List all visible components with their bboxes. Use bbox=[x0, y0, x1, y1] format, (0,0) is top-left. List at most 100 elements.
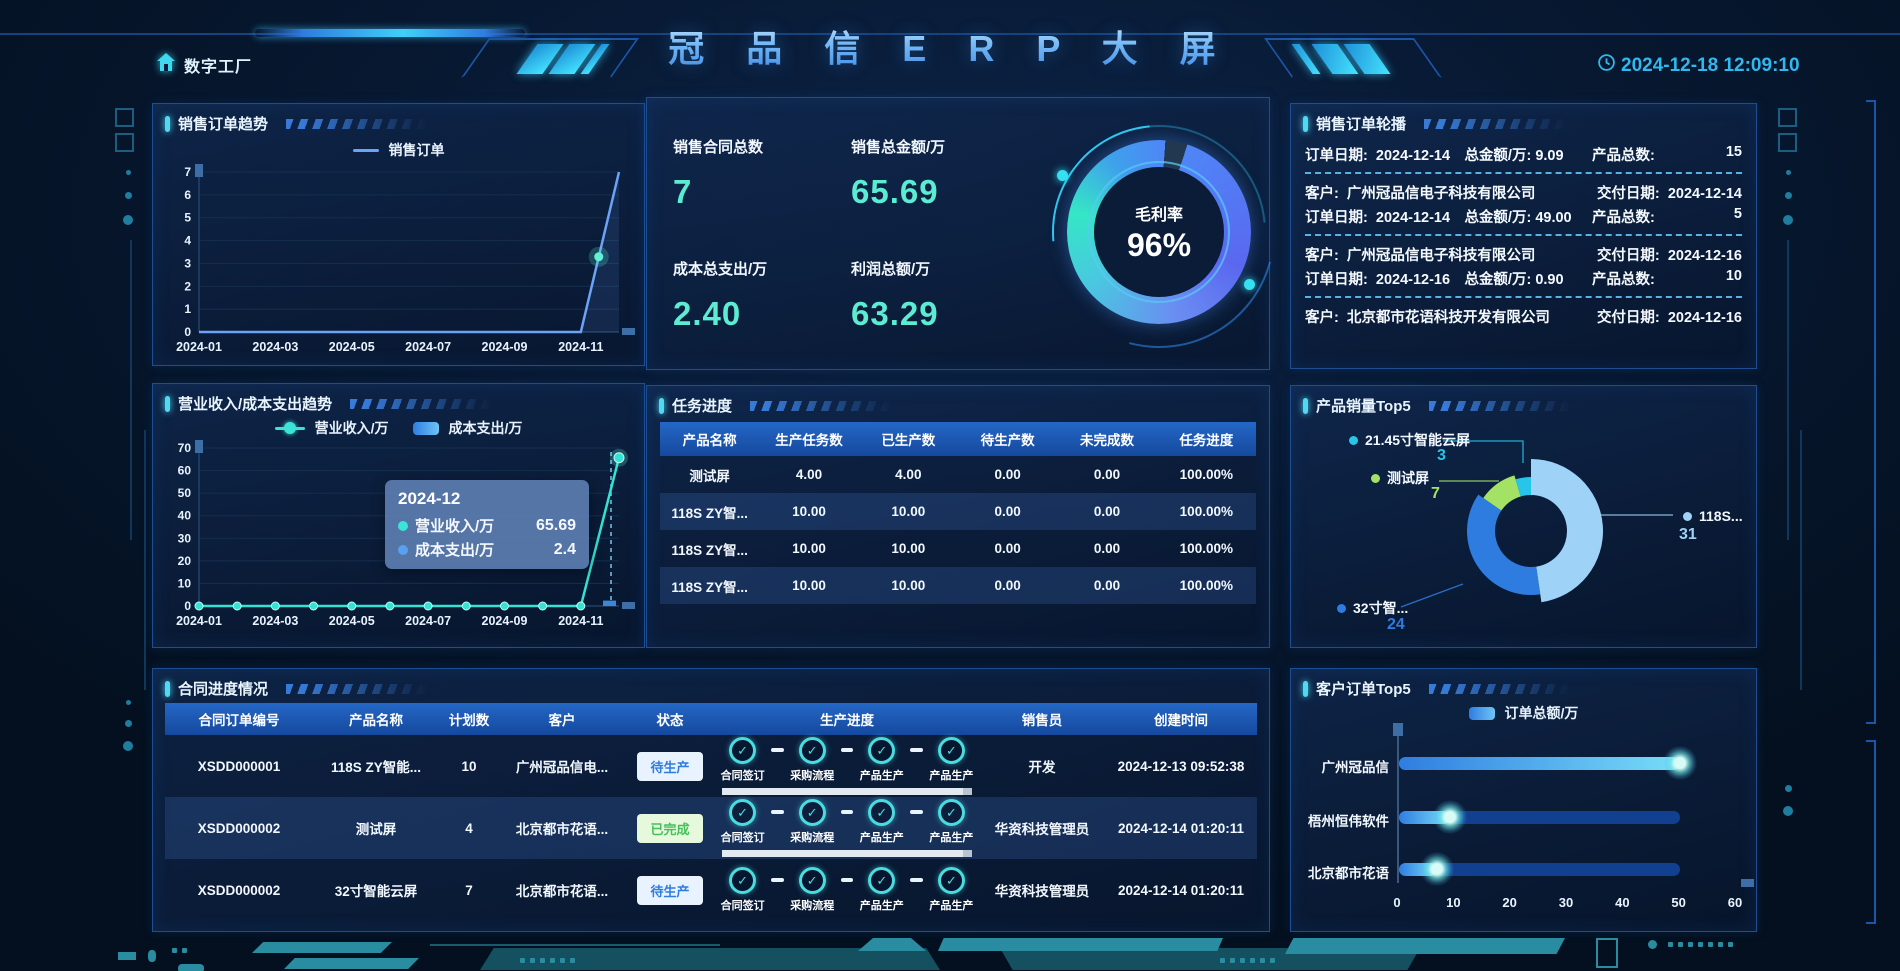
task-col-header: 任务进度 bbox=[1156, 422, 1256, 456]
check-icon: ✓ bbox=[868, 737, 896, 764]
order-deliver-date: 交付日期: 2024-12-14 bbox=[1596, 185, 1742, 202]
svg-text:3: 3 bbox=[184, 256, 191, 270]
donut-value: 24 bbox=[1387, 616, 1405, 633]
donut-slice[interactable] bbox=[1483, 475, 1521, 511]
donut-value: 7 bbox=[1431, 485, 1440, 502]
kpi-value: 65.69 bbox=[851, 173, 939, 210]
svg-text:2024-01: 2024-01 bbox=[176, 614, 222, 628]
svg-text:0: 0 bbox=[184, 599, 191, 613]
app-name: 数字工厂 bbox=[184, 53, 252, 77]
sales-trend-chart[interactable]: 0 1 2 3 4 5 6 7 2024-01 2024-03 2024-05 2024-07 2024… bbox=[159, 156, 638, 362]
legend-label: 成本支出/万 bbox=[448, 420, 523, 436]
order-carousel-item: 客户: 北京都市花语科技开发有限公司 交付日期: 2024-12-16 bbox=[1305, 304, 1742, 328]
task-col-header: 产品名称 bbox=[660, 422, 760, 456]
check-icon: ✓ bbox=[798, 737, 826, 764]
header-glow-bar bbox=[255, 29, 525, 37]
panel-sales-trend: 销售订单趋势 销售订单 0 1 2 3 4 5 6 7 2024-01 2024-03 2024-0… bbox=[152, 103, 645, 366]
progress-step: ✓ 产品生产 bbox=[926, 799, 977, 845]
order-carousel-item: 客户: 广州冠品信电子科技有限公司 交付日期: 2024-12-14 订单日期: 2… bbox=[1305, 180, 1742, 228]
kpi-value: 63.29 bbox=[851, 295, 939, 332]
svg-text:30: 30 bbox=[178, 531, 192, 545]
task-col-header: 已生产数 bbox=[858, 422, 958, 456]
order-carousel-list[interactable]: 订单日期: 2024-12-14 总金额/万: 9.09 产品总数: 15 客户: 广州… bbox=[1291, 138, 1756, 328]
bar-glow-dot bbox=[1433, 800, 1468, 834]
check-icon: ✓ bbox=[729, 799, 757, 826]
svg-text:70: 70 bbox=[178, 441, 192, 455]
panel-title: 合同进度情况 bbox=[178, 681, 269, 698]
svg-text:40: 40 bbox=[178, 509, 192, 523]
svg-text:60: 60 bbox=[178, 464, 192, 478]
gauge-label: 毛利率 bbox=[1134, 206, 1183, 224]
order-customer: 客户: 广州冠品信电子科技有限公司 bbox=[1305, 185, 1536, 202]
check-icon: ✓ bbox=[798, 867, 826, 894]
svg-text:4: 4 bbox=[184, 234, 191, 248]
progress-step: ✓ 产品生产 bbox=[926, 737, 977, 783]
x-tick-label: 50 bbox=[1671, 895, 1686, 910]
svg-text:2024-03: 2024-03 bbox=[252, 340, 298, 354]
svg-text:2024-01: 2024-01 bbox=[176, 340, 222, 354]
progress-step: ✓ 合同签订 bbox=[717, 737, 768, 783]
task-table-row: 118S ZY智... 10.00 10.00 0.00 0.00 100.00% bbox=[660, 493, 1256, 530]
svg-text:2024-09: 2024-09 bbox=[482, 340, 528, 354]
contract-table-row: XSDD000001 118S ZY智能... 10 广州冠品信电... 待生产 ✓ 合同签… bbox=[165, 735, 1257, 797]
panel-kpi: 销售合同总数 7 销售总金额/万 65.69 成本总支出/万 2.40 利润总额/万 6… bbox=[646, 73, 1318, 391]
donut-slice[interactable] bbox=[1515, 477, 1531, 497]
kpi-value: 7 bbox=[673, 173, 693, 210]
salesperson: 华资科技管理员 bbox=[979, 859, 1105, 921]
contract-table-row: XSDD000002 32寸智能云屏 7 北京都市花语... 待生产 ✓ 合同签订 ✓ 采购流程… bbox=[165, 859, 1257, 921]
gauge-value: 96% bbox=[1126, 226, 1192, 263]
home-button[interactable]: 数字工厂 bbox=[156, 52, 252, 77]
panel-title: 营业收入/成本支出趋势 bbox=[178, 396, 333, 413]
dashed-divider bbox=[1305, 234, 1742, 236]
bar-glow-dot bbox=[1419, 852, 1454, 886]
title-decor-right bbox=[1263, 38, 1443, 78]
panel-order-carousel: 销售订单轮播 订单日期: 2024-12-14 总金额/万: 9.09 产品总数: 1… bbox=[1290, 103, 1757, 369]
progress-step: ✓ 产品生产 bbox=[926, 867, 977, 913]
order-customer: 客户: 北京都市花语科技开发有限公司 bbox=[1305, 309, 1550, 326]
order-qty: 产品总数: 10 bbox=[1592, 267, 1742, 288]
step-progress-bar bbox=[722, 850, 972, 857]
edge-decor bbox=[115, 133, 134, 152]
edge-decor bbox=[1778, 108, 1797, 127]
order-customer: 客户: 广州冠品信电子科技有限公司 bbox=[1305, 247, 1536, 264]
task-table-row: 118S ZY智... 10.00 10.00 0.00 0.00 100.00% bbox=[660, 567, 1256, 604]
donut-label: 32寸智... bbox=[1337, 598, 1408, 618]
contract-table-row: XSDD000002 测试屏 4 北京都市花语... 已完成 ✓ 合同签订 ✓ 采购流程 ✓ 产品生… bbox=[165, 797, 1257, 859]
datetime-text: 2024-12-18 12:09:10 bbox=[1621, 54, 1800, 76]
contract-col-header: 创建时间 bbox=[1105, 703, 1257, 735]
created-time: 2024-12-14 01:20:11 bbox=[1105, 859, 1257, 921]
donut-label: 测试屏 bbox=[1371, 468, 1429, 488]
donut-value: 31 bbox=[1679, 526, 1697, 543]
contract-col-header: 销售员 bbox=[979, 703, 1105, 735]
svg-text:20: 20 bbox=[178, 554, 192, 568]
kpi-label: 销售合同总数 bbox=[673, 139, 764, 156]
svg-text:2024-07: 2024-07 bbox=[405, 340, 451, 354]
check-icon: ✓ bbox=[868, 799, 896, 826]
task-col-header: 生产任务数 bbox=[759, 422, 859, 456]
product-top5-donut[interactable] bbox=[1291, 419, 1756, 647]
task-col-header: 未完成数 bbox=[1057, 422, 1157, 456]
svg-text:2024-09: 2024-09 bbox=[482, 614, 528, 628]
donut-slice[interactable] bbox=[1531, 459, 1603, 603]
order-deliver-date: 交付日期: 2024-12-16 bbox=[1596, 309, 1742, 326]
y-axis bbox=[1397, 727, 1399, 883]
home-icon bbox=[156, 52, 176, 77]
salesperson: 开发 bbox=[979, 735, 1105, 797]
order-amount: 总金额/万: 0.90 bbox=[1464, 271, 1564, 288]
donut-slice[interactable] bbox=[1467, 494, 1541, 595]
svg-text:2024-07: 2024-07 bbox=[405, 614, 451, 628]
progress-step: ✓ 产品生产 bbox=[856, 737, 907, 783]
customer-top5-chart[interactable]: 广州冠品信 梧州恒伟软件 北京都市花语 0 10 20 30 40 50 60 bbox=[1291, 721, 1756, 921]
svg-text:50: 50 bbox=[178, 486, 192, 500]
svg-text:2024-05: 2024-05 bbox=[329, 340, 375, 354]
legend-label: 销售订单 bbox=[388, 142, 445, 158]
donut-label: 21.45寸智能云屏 bbox=[1349, 430, 1470, 450]
legend-line-swatch bbox=[352, 148, 379, 152]
gross-margin-gauge: 毛利率 96% bbox=[1000, 73, 1318, 391]
order-carousel-item: 订单日期: 2024-12-14 总金额/万: 9.09 产品总数: 15 bbox=[1305, 142, 1742, 166]
title-stripes bbox=[286, 118, 437, 129]
bar-glow-dot bbox=[1663, 746, 1698, 780]
contract-col-header: 客户 bbox=[499, 703, 625, 735]
panel-title: 销售订单轮播 bbox=[1316, 116, 1407, 133]
